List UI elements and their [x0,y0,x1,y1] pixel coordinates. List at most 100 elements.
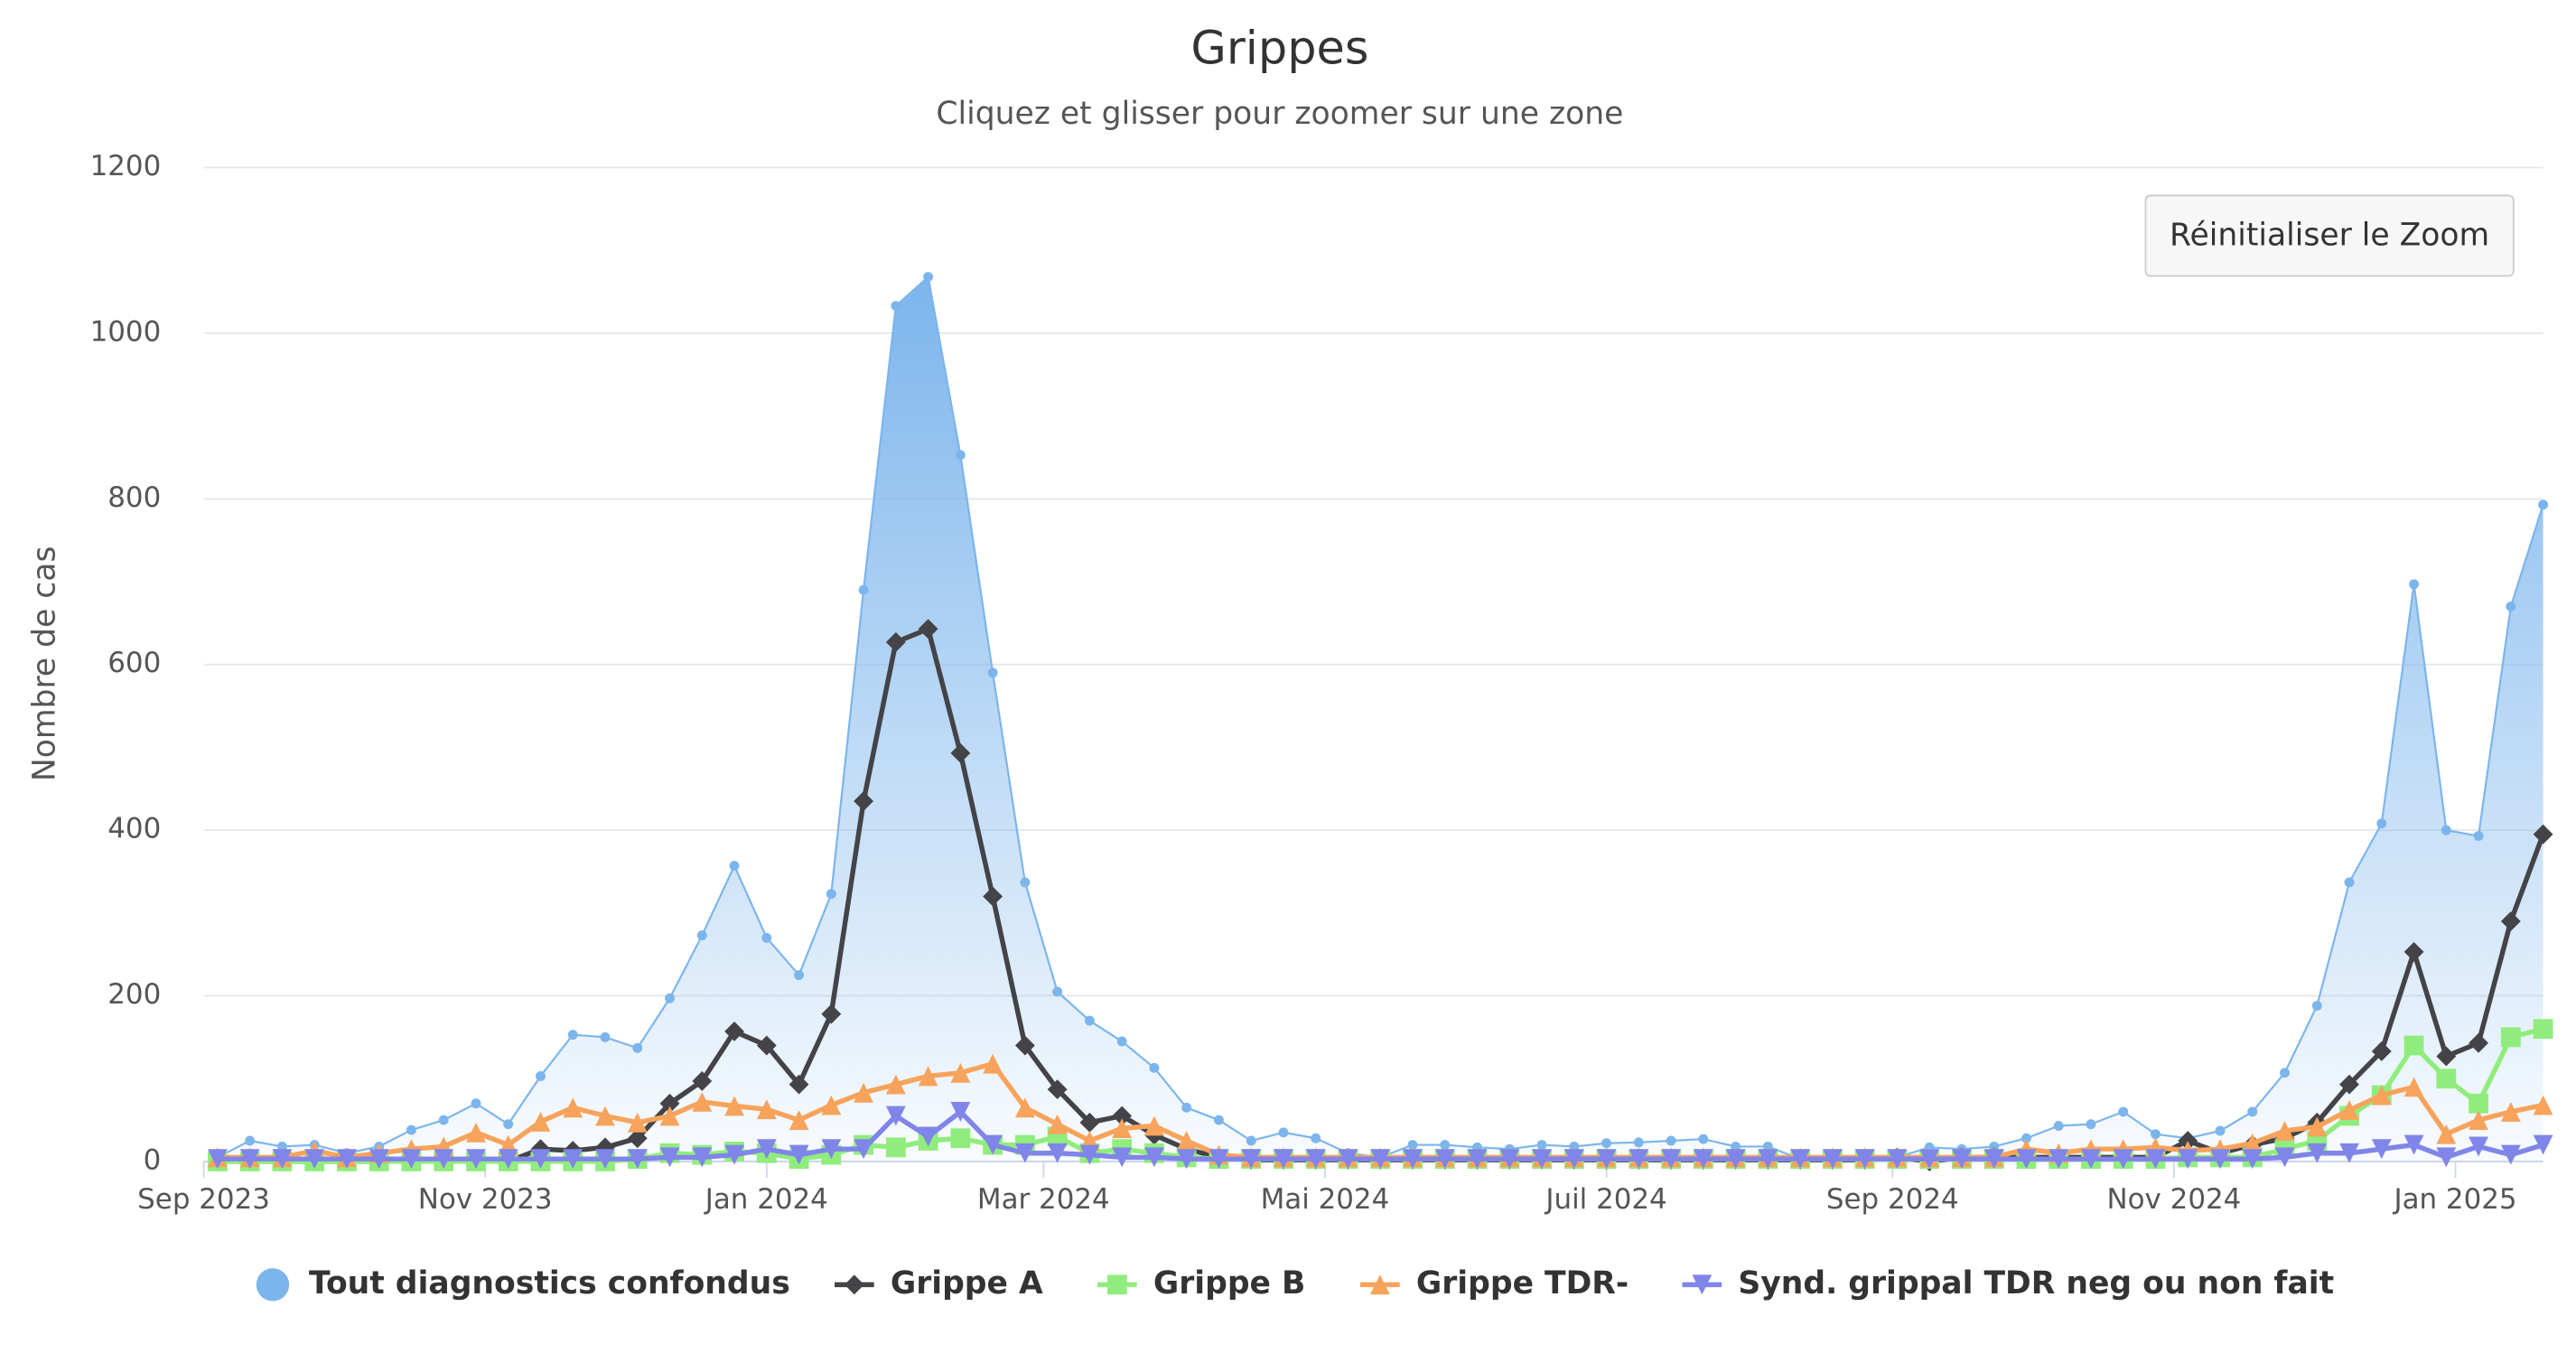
marker [789,1144,809,1165]
marker [1629,1149,1649,1170]
marker [987,667,998,678]
marker [2409,579,2420,590]
legend-symbol [1369,1274,1390,1295]
marker [2469,1136,2488,1157]
marker [2403,942,2424,962]
marker [1052,986,1063,997]
marker [1047,1079,1068,1100]
marker [1633,1137,1644,1148]
marker [1440,1140,1451,1151]
marker [1278,1127,1289,1138]
marker [2500,911,2521,931]
marker [466,1122,486,1143]
marker [692,1091,713,1112]
marker [1370,1149,1391,1170]
button-label[interactable]: Réinitialiser le Zoom [2170,217,2489,253]
x-tick-label: Sep 2023 [137,1183,270,1216]
marker [659,1147,680,1168]
reset-zoom-button[interactable]: Réinitialiser le Zoom [2144,194,2515,277]
marker [1467,1149,1488,1170]
marker [756,1139,777,1160]
marker [2151,1129,2161,1140]
marker [854,791,873,811]
marker [1047,1114,1068,1134]
marker [2081,1149,2101,1170]
x-tick-label: Nov 2024 [2107,1183,2242,1216]
marker [2371,1139,2392,1160]
marker [1698,1134,1709,1144]
marker [1532,1149,1552,1170]
marker [665,993,675,1003]
marker [595,1106,615,1126]
legend-symbol [844,1274,864,1295]
marker [1822,1149,1843,1170]
marker [1569,1141,1580,1152]
x-tick-label: Nov 2023 [418,1183,553,1216]
x-tick-label: Juil 2024 [1544,1183,1666,1216]
marker [789,1074,809,1095]
marker [2339,1143,2359,1163]
marker [2500,1027,2521,1048]
button-box[interactable] [2144,194,2515,277]
marker [1079,1144,1100,1165]
marker [983,886,1003,907]
marker [854,1082,873,1103]
marker [1014,1035,1035,1056]
marker [2506,602,2516,611]
marker [1209,1149,1229,1170]
legend-symbol [1106,1274,1127,1295]
marker [1407,1140,1418,1151]
marker [595,1149,615,1170]
marker [2473,831,2484,841]
marker [2436,1147,2457,1168]
marker [2053,1121,2064,1131]
marker [245,1135,256,1146]
y-tick-label: 1200 [90,150,162,182]
marker [406,1124,416,1135]
chart-title: Grippes [1190,22,1368,75]
y-tick-label: 200 [107,978,161,1011]
marker [1536,1140,1547,1151]
x-tick-label: Sep 2024 [1826,1183,1959,1216]
marker [627,1128,648,1149]
marker [854,1139,873,1160]
marker [2274,1147,2295,1168]
marker [2215,1125,2226,1136]
marker [1144,1115,1164,1136]
marker [1079,1112,1100,1133]
marker [1919,1149,1940,1170]
marker [2533,824,2553,844]
marker [950,1101,971,1122]
marker [1693,1149,1713,1170]
marker [2280,1068,2290,1078]
marker [1274,1149,1293,1170]
marker [891,301,901,312]
marker [563,1149,583,1170]
marker [858,584,869,595]
area [217,276,2543,1162]
marker [1144,1147,1164,1168]
marker [1758,1149,1778,1170]
marker [2086,1119,2096,1130]
marker [438,1115,449,1125]
marker [756,1099,777,1120]
marker [2436,1046,2457,1067]
marker [530,1149,551,1170]
marker [1952,1149,1972,1170]
marker [955,450,966,461]
marker [1112,1106,1133,1126]
marker [950,742,971,763]
marker [918,1126,938,1147]
marker [2533,1134,2553,1155]
marker [337,1149,357,1170]
marker [2376,818,2387,829]
marker [471,1098,481,1109]
y-tick-label: 600 [107,647,161,679]
x-tick-label: Jan 2024 [704,1183,828,1216]
y-tick-label: 0 [144,1143,162,1176]
marker [627,1149,648,1170]
marker [2469,1032,2488,1053]
marker [1213,1115,1224,1125]
marker [2533,1019,2553,1040]
marker [2403,1035,2424,1056]
